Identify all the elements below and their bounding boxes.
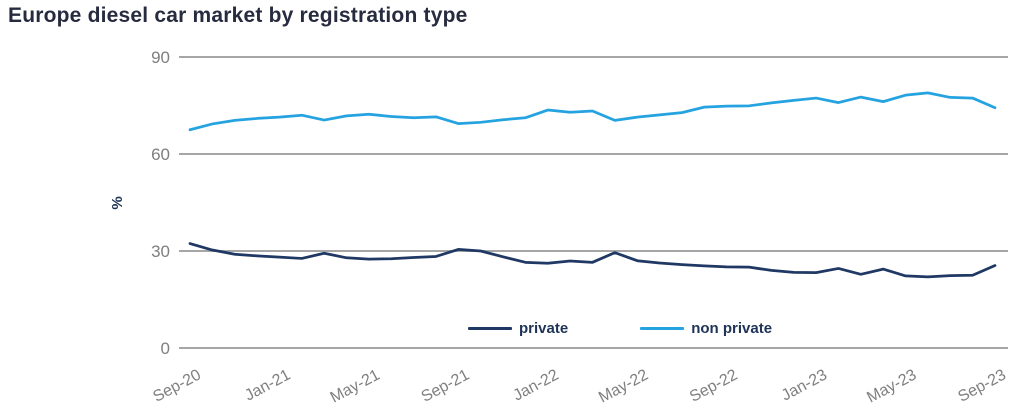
y-axis-title: % [109,196,126,209]
series-line-non-private [188,91,997,132]
x-tick-label-Sep-21: Sep-21 [419,366,473,405]
x-tick-label-May-21: May-21 [328,366,383,406]
chart-title: Europe diesel car market by registration… [8,4,468,27]
x-tick-label-Sep-20: Sep-20 [150,366,204,405]
x-tick-label-Sep-23: Sep-23 [955,366,1009,405]
x-tick-label-Jan-23: Jan-23 [779,366,830,404]
x-tick-label-Jan-21: Jan-21 [242,366,293,404]
x-tick-label-Sep-22: Sep-22 [687,366,741,405]
x-tick-label-May-23: May-23 [864,366,919,406]
y-tick-label-0: 0 [161,339,170,358]
legend-label-non-private: non private [691,320,773,337]
legend-item-non-private: non private [640,320,772,337]
legend-label-private: private [519,320,569,337]
series-line-private [188,242,997,279]
legend-item-private: private [468,320,568,337]
x-tick-label-Jan-22: Jan-22 [510,366,561,404]
non-private-line-swatch [640,327,685,330]
private-line-swatch [468,327,512,330]
x-tick-label-May-22: May-22 [596,366,651,406]
y-tick-label-60: 60 [151,145,170,164]
chart-legend: private non private [468,320,772,337]
y-tick-label-30: 30 [151,242,170,261]
y-tick-label-90: 90 [151,48,170,67]
